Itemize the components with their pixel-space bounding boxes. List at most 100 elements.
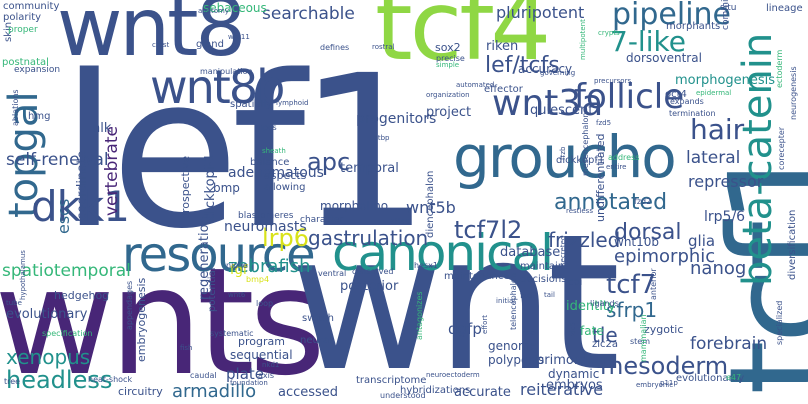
word: termination xyxy=(669,109,716,118)
word: lrp6 xyxy=(262,224,310,252)
word: fzd7 xyxy=(520,291,538,300)
word: project xyxy=(426,105,472,120)
word: database xyxy=(500,245,561,260)
word: balance xyxy=(250,157,290,168)
word: neural xyxy=(300,335,332,346)
word: systematic xyxy=(210,329,254,338)
word: ablations xyxy=(11,89,20,126)
word: wnt3a xyxy=(492,83,604,124)
word: beta-catenin xyxy=(735,32,781,286)
word: tcf7l2 xyxy=(454,216,523,244)
word: appendages xyxy=(125,280,134,330)
word: decisions xyxy=(520,274,567,285)
word: sheath xyxy=(262,147,286,155)
word: hybridizations xyxy=(400,385,471,396)
word: polarity xyxy=(3,12,42,23)
word: crest xyxy=(152,41,170,49)
word: posterior xyxy=(340,279,399,294)
word: gastrulation xyxy=(308,226,429,250)
word: neuroectoderm xyxy=(426,371,480,379)
word: tail xyxy=(544,291,555,299)
word: tree xyxy=(4,377,21,386)
word: diencephalon xyxy=(425,170,436,238)
word: fzd5 xyxy=(596,119,612,127)
word: accessed xyxy=(278,385,339,400)
word: initial xyxy=(496,297,516,305)
word: aspects xyxy=(264,169,307,182)
word: restless xyxy=(566,207,593,215)
word: oct4 xyxy=(665,89,687,100)
word: specialized xyxy=(775,300,784,345)
word: corecepter xyxy=(777,126,786,170)
word: atlas xyxy=(390,217,410,226)
word: automated xyxy=(456,81,495,89)
word: dgfp xyxy=(448,320,482,338)
word: reiterative xyxy=(520,380,604,399)
word: sebaceous xyxy=(203,1,267,15)
word: potential xyxy=(207,267,218,312)
word: simple xyxy=(436,61,460,69)
word: sfrp1 xyxy=(606,298,658,322)
word: effort xyxy=(481,314,489,334)
word: quiescent xyxy=(530,103,594,118)
word: embryogenesis xyxy=(135,277,148,362)
word: precise xyxy=(436,54,465,63)
word: rostral xyxy=(372,43,395,51)
word: embryos xyxy=(546,378,603,393)
word: character xyxy=(300,215,344,225)
word: wnt11 xyxy=(228,33,250,41)
word: understood xyxy=(380,391,426,400)
word: transcriptome xyxy=(356,375,427,386)
word: escs xyxy=(54,198,73,234)
word: fish xyxy=(180,344,193,352)
word: wnts xyxy=(0,236,326,404)
word: lymphoid xyxy=(276,99,309,107)
word: npcs xyxy=(258,123,277,132)
word: niche xyxy=(226,261,248,270)
word: embryonic xyxy=(636,381,674,389)
word: stem xyxy=(630,337,651,346)
word: zygotic xyxy=(644,323,684,336)
word: headless xyxy=(6,366,113,394)
word: zic2a xyxy=(592,339,619,350)
word: ligands xyxy=(590,299,619,308)
word: wnt6 xyxy=(228,291,246,299)
word: mesoderm xyxy=(600,352,729,380)
word: primordium xyxy=(536,353,612,368)
word: maintains xyxy=(520,261,570,272)
word: hair xyxy=(690,113,745,146)
word: conserved xyxy=(352,267,394,276)
word: dkk1 xyxy=(31,182,130,231)
word: genome xyxy=(488,339,538,353)
word: spatially xyxy=(230,99,272,110)
word: forebrain xyxy=(690,334,768,354)
word: allowing xyxy=(264,182,306,193)
word: morpholino xyxy=(320,199,389,213)
word: specification xyxy=(42,329,93,338)
word: wnt5b xyxy=(406,198,456,217)
word: riken xyxy=(486,39,519,54)
word: coi xyxy=(568,277,583,288)
word: evolutionarily xyxy=(676,373,745,384)
word: nlk xyxy=(92,121,112,136)
word: anatomy xyxy=(198,7,230,15)
word: glia xyxy=(688,232,716,250)
word: rise xyxy=(522,329,535,337)
word: zebrafish xyxy=(228,256,311,277)
word: epidermal xyxy=(696,89,732,97)
word: lrp5/6 xyxy=(704,209,746,225)
word: frizzled xyxy=(548,228,621,252)
word: plate xyxy=(226,365,264,383)
word: hypothalamus xyxy=(19,250,27,300)
word: switch xyxy=(302,313,334,324)
word: e47 xyxy=(726,373,742,382)
word: nanog xyxy=(690,258,747,279)
word: accurate xyxy=(454,385,511,400)
word: expands xyxy=(670,97,704,106)
word: mesencephalon xyxy=(581,112,590,176)
word: hesx1 xyxy=(414,261,438,270)
word: manipulation xyxy=(200,67,253,76)
word: multipotent xyxy=(579,19,587,60)
word: progenitors xyxy=(356,111,437,127)
word: anterior xyxy=(649,268,658,300)
